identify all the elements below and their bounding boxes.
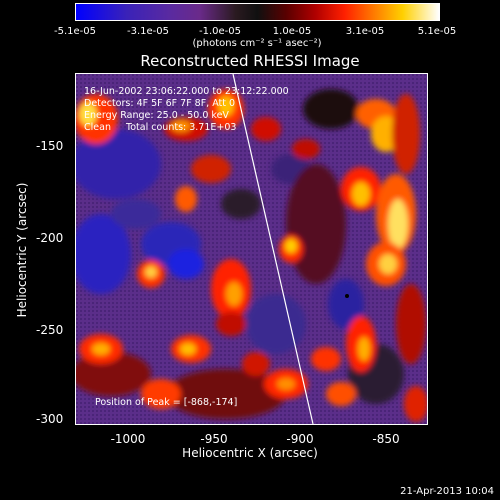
colorbar-tick: -1.0e-05 bbox=[199, 26, 241, 37]
colorbar-tick: 3.1e-05 bbox=[345, 26, 385, 37]
y-tick-label: -200 bbox=[36, 231, 64, 245]
info-time-range: 16-Jun-2002 23:06:22.000 to 23:12:22.000 bbox=[84, 86, 289, 97]
x-axis-title: Heliocentric X (arcsec) bbox=[182, 446, 318, 460]
colorbar-tick: 5.1e-05 bbox=[417, 26, 457, 37]
image-title: Reconstructed RHESSI Image bbox=[140, 52, 360, 70]
y-tick-label: -150 bbox=[36, 139, 64, 153]
x-tick-label: -850 bbox=[372, 432, 400, 446]
colorbar-tick: -5.1e-05 bbox=[54, 26, 96, 37]
colorbar-tick: -3.1e-05 bbox=[127, 26, 169, 37]
x-tick-label: -1000 bbox=[110, 432, 146, 446]
timestamp: 21-Apr-2013 10:04 bbox=[400, 486, 494, 497]
y-tick-label: -250 bbox=[36, 323, 64, 337]
info-total-counts: Clean Total counts: 3.71E+03 bbox=[84, 122, 237, 133]
solar-limb-line bbox=[232, 74, 314, 424]
rhessi-image-plot: 16-Jun-2002 23:06:22.000 to 23:12:22.000… bbox=[75, 73, 428, 425]
info-peak-position: Position of Peak = [-868,-174] bbox=[95, 397, 238, 408]
colorbar-unit: (photons cm⁻² s⁻¹ asec⁻²) bbox=[192, 38, 322, 49]
y-tick-label: -300 bbox=[36, 412, 64, 426]
x-tick-label: -900 bbox=[286, 432, 314, 446]
info-energy-range: Energy Range: 25.0 - 50.0 keV bbox=[84, 110, 229, 121]
y-axis-title: Heliocentric Y (arcsec) bbox=[15, 182, 29, 318]
colorbar bbox=[75, 3, 440, 21]
info-detectors: Detectors: 4F 5F 6F 7F 8F, Att 0 bbox=[84, 98, 236, 109]
x-tick-label: -950 bbox=[200, 432, 228, 446]
peak-marker bbox=[345, 294, 349, 298]
image-map bbox=[76, 74, 427, 424]
colorbar-tick: 1.0e-05 bbox=[272, 26, 312, 37]
